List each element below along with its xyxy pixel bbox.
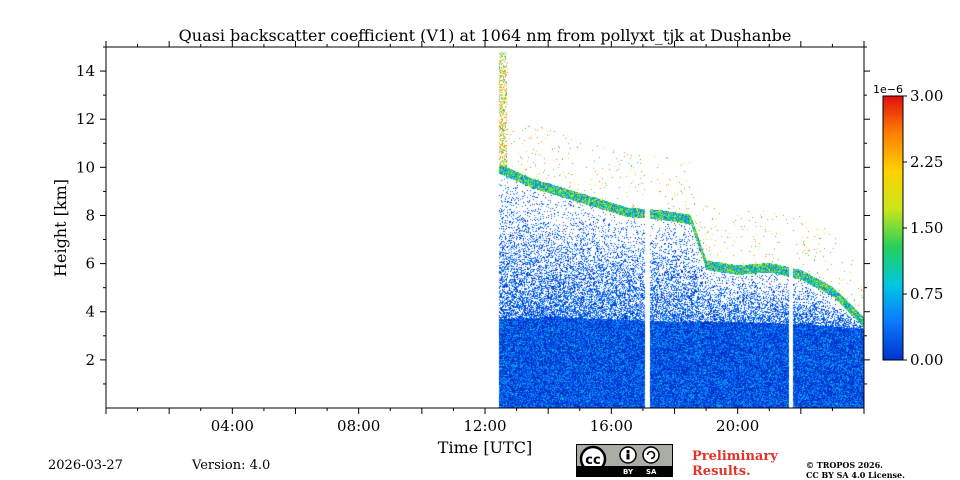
- cc-badge-bar: [577, 466, 672, 476]
- copyright-line-1: © TROPOS 2026.: [806, 460, 883, 470]
- cc-by-label: BY: [623, 468, 634, 476]
- sa-share-icon: [642, 446, 660, 464]
- colorbar-tick-label: 0.75: [910, 285, 943, 303]
- heatmap-image: [106, 47, 864, 408]
- x-axis: 04:00 08:00 12:00 16:00 20:00: [105, 41, 865, 435]
- colorbar-ticks: 0.00 0.75 1.50 2.25 3.00: [903, 87, 943, 369]
- footer-date: 2026-03-27: [48, 458, 123, 473]
- y-tick-label: 14: [76, 62, 95, 80]
- y-axis: 2 4 6 8 10 12 14: [76, 46, 870, 385]
- y-tick-label: 8: [85, 206, 95, 224]
- cc-license-badge[interactable]: cc BY SA: [576, 444, 673, 477]
- sa-share-arrow: [646, 450, 656, 460]
- by-person-head: [626, 449, 630, 454]
- preliminary-line-2: Results.: [692, 464, 751, 479]
- cc-sa-label: SA: [646, 468, 657, 476]
- x-tick-label: 20:00: [716, 417, 759, 435]
- copyright-note: © TROPOS 2026. CC BY SA 4.0 License.: [806, 460, 905, 480]
- chart-title: Quasi backscatter coefficient (V1) at 10…: [179, 26, 792, 45]
- preliminary-results-note: Preliminary Results.: [692, 449, 778, 479]
- y-tick-label: 4: [85, 303, 95, 321]
- colorbar: [882, 95, 904, 361]
- preliminary-line-1: Preliminary: [692, 449, 778, 464]
- footer-version: Version: 4.0: [192, 458, 271, 473]
- heatmap-canvas: [106, 47, 864, 408]
- colorbar-tick-label: 0.00: [910, 351, 943, 369]
- heatmap-layer: [106, 47, 864, 408]
- x-tick-label: 12:00: [463, 417, 506, 435]
- by-person-body: [626, 453, 630, 460]
- colorbar-tick-label: 1.50: [910, 219, 943, 237]
- y-tick-label: 12: [76, 110, 95, 128]
- y-tick-label: 10: [76, 158, 95, 176]
- x-tick-label: 08:00: [337, 417, 380, 435]
- cc-badge-graphic: cc: [579, 445, 660, 473]
- colorbar-tick-label: 2.25: [910, 153, 943, 171]
- y-axis-label: Height [km]: [51, 179, 70, 277]
- colorbar-exponent: 1e−6: [873, 83, 903, 96]
- colorbar-tick-label: 3.00: [910, 87, 943, 105]
- y-tick-label: 6: [85, 255, 95, 273]
- copyright-line-2: CC BY SA 4.0 License.: [806, 470, 905, 480]
- cc-icon-text: cc: [585, 453, 600, 468]
- y-tick-label: 2: [85, 351, 95, 369]
- x-tick-label: 16:00: [590, 417, 633, 435]
- x-axis-label: Time [UTC]: [438, 438, 532, 457]
- x-tick-label: 04:00: [211, 417, 254, 435]
